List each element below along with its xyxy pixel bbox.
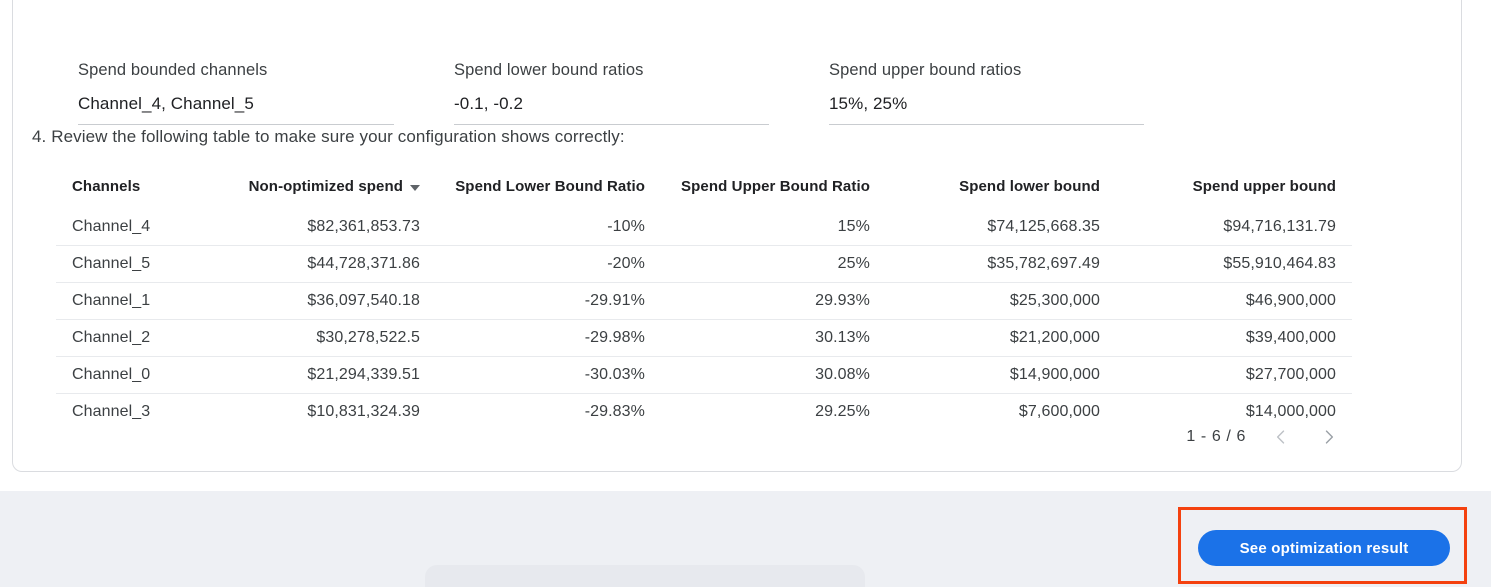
table-cell: -20% (436, 245, 661, 283)
table-cell: 29.25% (661, 393, 886, 430)
column-header-label: Spend lower bound (959, 178, 1100, 195)
column-header-channels[interactable]: Channels (56, 178, 226, 209)
bounds-input-row: Spend bounded channels Channel_4, Channe… (0, 60, 1491, 150)
spend-upper-bound-ratios-input[interactable]: 15%, 25% (829, 93, 1144, 125)
table-cell: Channel_5 (56, 245, 226, 283)
cta-highlight-annotation (1178, 507, 1467, 584)
table-cell: $74,125,668.35 (987, 218, 1100, 235)
table-row[interactable]: Channel_3 $10,831,324.39 -29.83% 29.25% $7,6… (56, 393, 1352, 430)
table-row[interactable]: Channel_4 $82,361,853.73 -10% 15% $74,125,66… (56, 209, 1352, 246)
chevron-right-icon[interactable] (1316, 424, 1342, 450)
table-cell: 15% (837, 218, 870, 235)
table-cell: -29.98% (436, 319, 661, 357)
see-optimization-result-button[interactable]: See optimization result (1198, 530, 1450, 566)
table-row[interactable]: Channel_1 $36,097,540.18 -29.91% 29.93% $25,… (56, 282, 1352, 320)
column-header-non-optimized-spend[interactable]: Non-optimized spend (226, 178, 436, 209)
table-cell: $14,000,000 (1116, 393, 1352, 430)
table-cell: $14,900,000 (886, 356, 1116, 394)
table-cell: -29.91% (436, 282, 661, 320)
spend-lower-bound-ratios-field[interactable]: Spend lower bound ratios -0.1, -0.2 (454, 60, 769, 125)
table-cell: 30.13% (661, 319, 886, 357)
column-header-spend-upper-bound[interactable]: Spend upper bound (1116, 178, 1352, 209)
table-cell: $35,782,697.49 (886, 245, 1116, 283)
table-cell: -30.03% (436, 356, 661, 394)
table-row[interactable]: Channel_5 $44,728,371.86 -20% 25% $35,782,69… (56, 245, 1352, 283)
table-cell: Channel_0 (56, 356, 226, 394)
spend-upper-bound-ratios-value: 15%, 25% (829, 94, 908, 113)
step-4-instruction: 4. Review the following table to make su… (32, 127, 625, 146)
table-cell: $55,910,464.83 (1116, 245, 1352, 283)
spend-bounded-channels-input[interactable]: Channel_4, Channel_5 (78, 93, 394, 125)
spend-bounded-channels-field[interactable]: Spend bounded channels Channel_4, Channe… (78, 60, 394, 125)
table-cell: $30,278,522.5 (226, 319, 436, 357)
table-cell: Channel_3 (56, 393, 226, 430)
table-cell: Channel_4 (72, 218, 151, 235)
column-header-spend-lower-bound[interactable]: Spend lower bound (886, 178, 1116, 209)
table-cell: 29.93% (661, 282, 886, 320)
table-pagination: 1 - 6 / 6 (56, 424, 1352, 450)
spend-lower-bound-ratios-value: -0.1, -0.2 (454, 94, 524, 113)
column-header-spend-lower-bound-ratio[interactable]: Spend Lower Bound Ratio (436, 178, 661, 209)
table-cell: $94,716,131.79 (1223, 218, 1336, 235)
table-cell: $36,097,540.18 (226, 282, 436, 320)
table-cell: -10% (607, 218, 645, 235)
table-cell: $46,900,000 (1116, 282, 1352, 320)
caret-down-icon[interactable] (410, 184, 420, 191)
table-cell: $10,831,324.39 (226, 393, 436, 430)
table-cell: Channel_1 (56, 282, 226, 320)
table-cell: $39,400,000 (1116, 319, 1352, 357)
table-cell: $7,600,000 (886, 393, 1116, 430)
table-cell: $44,728,371.86 (226, 245, 436, 283)
chevron-left-icon[interactable] (1268, 424, 1294, 450)
configuration-review-table: Channels Non-optimized spend Spend Lower… (56, 178, 1352, 430)
table-row[interactable]: Channel_0 $21,294,339.51 -30.03% 30.08% $14,… (56, 356, 1352, 394)
column-header-label: Channels (72, 178, 141, 195)
column-header-label: Spend upper bound (1192, 178, 1336, 195)
spend-bounded-channels-value: Channel_4, Channel_5 (78, 94, 254, 113)
table-cell: -29.83% (436, 393, 661, 430)
column-header-label: Non-optimized spend (248, 178, 403, 195)
table-cell: 25% (661, 245, 886, 283)
table-row[interactable]: Channel_2 $30,278,522.5 -29.98% 30.13% $21,2… (56, 319, 1352, 357)
column-header-spend-upper-bound-ratio[interactable]: Spend Upper Bound Ratio (661, 178, 886, 209)
table-cell: $82,361,853.73 (307, 218, 420, 235)
table-cell: $25,300,000 (886, 282, 1116, 320)
table-cell: 30.08% (661, 356, 886, 394)
column-header-label: Spend Lower Bound Ratio (455, 178, 645, 195)
column-header-label: Spend Upper Bound Ratio (681, 178, 870, 195)
spend-bounded-channels-label: Spend bounded channels (78, 61, 268, 79)
spend-upper-bound-ratios-field[interactable]: Spend upper bound ratios 15%, 25% (829, 60, 1144, 125)
table-cell: $27,700,000 (1116, 356, 1352, 394)
dialog-bottom-edge (425, 565, 865, 587)
table-cell: Channel_2 (56, 319, 226, 357)
table-cell: $21,200,000 (886, 319, 1116, 357)
spend-upper-bound-ratios-label: Spend upper bound ratios (829, 61, 1022, 79)
spend-lower-bound-ratios-label: Spend lower bound ratios (454, 61, 644, 79)
page-range-label: 1 - 6 / 6 (1186, 428, 1246, 445)
table-header-row: Channels Non-optimized spend Spend Lower… (56, 178, 1352, 209)
spend-lower-bound-ratios-input[interactable]: -0.1, -0.2 (454, 93, 769, 125)
table-cell: $21,294,339.51 (226, 356, 436, 394)
